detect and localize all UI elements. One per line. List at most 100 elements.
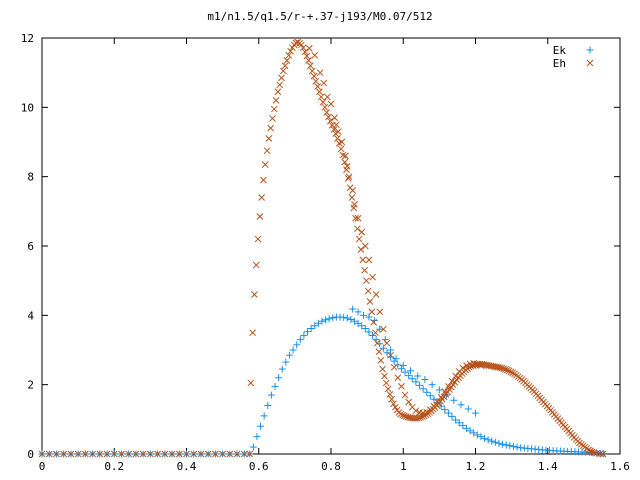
data-point-ek <box>452 416 460 424</box>
data-point-eh <box>197 450 205 458</box>
data-point-ek <box>379 344 387 352</box>
data-point-eh <box>270 105 278 113</box>
data-point-eh <box>274 88 282 96</box>
data-point-eh <box>175 450 183 458</box>
data-point-eh <box>599 450 607 458</box>
data-point-ek <box>495 439 503 447</box>
data-point-eh <box>283 57 291 64</box>
data-point-ek <box>466 427 474 435</box>
data-point-eh <box>463 362 470 369</box>
data-point-eh <box>377 357 385 364</box>
data-point-ek <box>289 346 297 354</box>
data-point-eh <box>405 398 413 406</box>
data-point-eh <box>376 308 384 316</box>
data-point-eh <box>477 362 485 369</box>
x-tick-label: 0.8 <box>321 460 341 473</box>
series-ek <box>38 305 608 458</box>
data-point-eh <box>110 450 118 458</box>
data-point-ek <box>350 317 358 325</box>
data-point-ek <box>477 433 485 441</box>
data-point-eh <box>588 448 596 456</box>
data-point-eh <box>373 339 381 347</box>
data-point-eh <box>125 450 133 458</box>
data-point-eh <box>307 62 314 70</box>
data-point-ek <box>304 328 312 336</box>
data-point-eh <box>258 194 265 201</box>
data-point-eh <box>303 52 311 60</box>
data-point-eh <box>319 98 327 106</box>
data-point-eh <box>473 360 481 368</box>
series-eh <box>38 38 607 458</box>
data-point-eh <box>342 152 349 160</box>
data-point-ek <box>257 422 265 430</box>
data-point-ek <box>457 401 465 409</box>
data-point-ek <box>462 424 470 432</box>
data-point-ek <box>448 413 456 421</box>
data-point-eh <box>384 385 392 393</box>
data-point-eh <box>265 135 273 142</box>
data-point-eh <box>323 109 331 116</box>
data-point-eh <box>81 450 89 458</box>
data-point-ek <box>293 341 301 349</box>
data-point-eh <box>361 266 368 274</box>
data-point-eh <box>325 113 332 121</box>
data-point-eh <box>397 410 405 418</box>
data-point-eh <box>320 79 328 87</box>
data-point-eh <box>369 273 376 281</box>
data-point-eh <box>305 57 312 64</box>
data-point-ek <box>430 395 438 403</box>
data-point-eh <box>448 377 456 385</box>
data-point-ek <box>285 351 293 359</box>
data-point-eh <box>276 81 284 89</box>
data-point-eh <box>387 351 394 359</box>
data-point-ek <box>423 388 431 396</box>
data-point-ek <box>349 305 357 313</box>
data-point-eh <box>330 126 338 133</box>
data-point-ek <box>329 314 337 322</box>
data-point-eh <box>219 450 226 458</box>
data-point-ek <box>472 409 479 417</box>
data-point-eh <box>400 412 408 420</box>
data-point-ek <box>354 319 362 327</box>
data-point-eh <box>386 391 394 398</box>
data-point-ek <box>405 372 413 380</box>
y-tick-label: 0 <box>27 448 34 461</box>
y-tick-label: 6 <box>27 240 34 253</box>
data-point-eh <box>261 161 269 168</box>
data-point-ek <box>394 361 402 369</box>
data-point-ek <box>267 391 275 399</box>
data-point-eh <box>311 51 319 59</box>
data-point-eh <box>254 235 262 243</box>
data-point-ek <box>325 315 333 323</box>
data-point-ek <box>513 443 521 451</box>
data-point-eh <box>67 450 75 458</box>
data-point-ek <box>419 385 427 393</box>
data-point-eh <box>344 175 352 182</box>
data-point-eh <box>382 379 390 387</box>
data-point-ek <box>249 443 257 451</box>
data-point-eh <box>365 256 373 264</box>
data-point-eh <box>423 409 431 416</box>
data-point-eh <box>498 364 506 372</box>
data-point-eh <box>370 318 377 326</box>
data-point-eh <box>337 145 345 153</box>
data-point-eh <box>364 287 372 295</box>
data-point-eh <box>459 364 467 372</box>
data-point-eh <box>359 256 367 264</box>
data-point-eh <box>269 115 276 122</box>
x-tick-label: 1.4 <box>538 460 558 473</box>
data-point-ek <box>264 401 272 409</box>
data-point-ek <box>278 365 286 373</box>
data-point-ek <box>428 381 436 389</box>
data-point-eh <box>190 450 198 458</box>
data-point-eh <box>316 88 323 96</box>
data-point-eh <box>354 225 361 233</box>
data-point-eh <box>96 450 104 458</box>
data-point-eh <box>260 176 267 184</box>
data-point-ek <box>416 381 424 389</box>
data-point-ek <box>414 372 422 380</box>
data-point-eh <box>327 100 335 108</box>
data-point-eh <box>388 395 396 403</box>
data-point-ek <box>401 368 409 376</box>
data-point-eh <box>118 450 125 458</box>
